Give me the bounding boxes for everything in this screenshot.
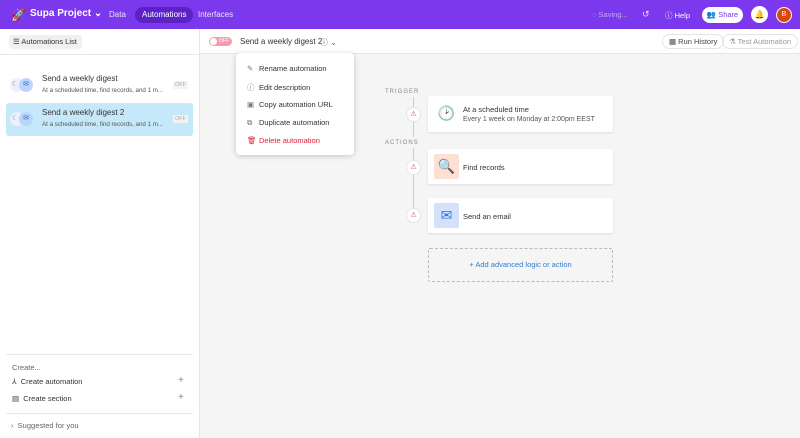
status-badge: OFF [173, 81, 188, 89]
sidebar: ☰ Automations List ☾ ✉ Send a weekly dige… [0, 29, 200, 438]
item-title: Send a weekly digest [42, 74, 118, 83]
suggested-section[interactable]: › Suggested for you [11, 421, 79, 430]
warning-icon: ⚠ [406, 160, 421, 175]
add-logic-button[interactable]: + Add advanced logic or action [428, 248, 613, 282]
trigger-subtitle: Every 1 week on Monday at 2:00pm EEST [463, 116, 595, 123]
share-button[interactable]: 👥 Share [702, 7, 743, 23]
status-badge: OFF [173, 115, 188, 123]
item-title: Send a weekly digest 2 [42, 108, 125, 117]
project-menu[interactable]: Supa Project ⌄ [30, 8, 103, 19]
bell-icon[interactable]: 🔔 [751, 6, 768, 23]
automation-dropdown-menu: ✎ Rename automation ⓘ Edit description ▣ Co… [236, 53, 354, 155]
nav-automations[interactable]: Automations [135, 7, 194, 23]
trigger-card[interactable]: 🕑 At a scheduled time Every 1 week on Mo… [428, 96, 613, 132]
divider [0, 54, 199, 55]
email-icon: ✉ [434, 203, 459, 228]
action-card[interactable]: 🔍 Find records [428, 149, 613, 184]
menu-item-duplicate[interactable]: ⧉ Duplicate automation [247, 118, 330, 127]
automation-toolbar: OFF Send a weekly digest 2 ⓘ ⌄ ▦ Run His… [200, 29, 800, 54]
clock-icon: 🕑 [437, 105, 456, 121]
trigger-label: TRIGGER [385, 89, 420, 95]
automations-list-button[interactable]: ☰ Automations List [9, 35, 82, 49]
warning-icon: ⚠ [406, 107, 421, 122]
divider [6, 354, 193, 355]
duplicate-icon: ⧉ [247, 118, 253, 127]
item-subtitle: At a scheduled time, find records, and 1… [42, 87, 164, 94]
action-card[interactable]: ✉ Send an email [428, 198, 613, 233]
plus-icon[interactable]: + [178, 392, 184, 403]
action-title: Send an email [463, 212, 511, 221]
avatar[interactable]: B [776, 7, 792, 23]
nav-data[interactable]: Data [109, 10, 126, 19]
menu-item-edit-description[interactable]: ⓘ Edit description [247, 83, 311, 92]
automation-name[interactable]: Send a weekly digest 2 [240, 37, 323, 46]
saving-status: ◌ Saving... [592, 10, 628, 19]
menu-item-delete[interactable]: 🗑 Delete automation [247, 136, 320, 145]
plus-icon[interactable]: + [178, 375, 184, 386]
email-icon: ✉ [19, 78, 33, 92]
connector [413, 148, 414, 216]
trigger-title: At a scheduled time [463, 105, 529, 114]
email-icon: ✉ [19, 112, 33, 126]
divider [6, 413, 193, 414]
create-section-button[interactable]: ▤ Create section [12, 394, 72, 403]
action-title: Find records [463, 163, 505, 172]
history-icon[interactable]: ↺ [642, 9, 650, 19]
info-chevron-icon[interactable]: ⓘ ⌄ [320, 38, 337, 47]
clipboard-icon: ▣ [247, 100, 255, 109]
test-automation-button[interactable]: ⚗ Test Automation [722, 34, 799, 49]
warning-icon: ⚠ [406, 208, 421, 223]
run-history-button[interactable]: ▦ Run History [662, 34, 725, 49]
trash-icon: 🗑 [247, 136, 257, 145]
search-icon: 🔍 [434, 154, 459, 179]
menu-item-rename[interactable]: ✎ Rename automation [247, 64, 327, 73]
help-button[interactable]: ⓘ Help [665, 11, 691, 20]
actions-label: ACTIONS [385, 140, 419, 146]
automation-list-item[interactable]: ☾ ✉ Send a weekly digest 2 At a scheduled… [6, 103, 193, 136]
automation-toggle[interactable]: OFF [209, 37, 232, 46]
create-automation-button[interactable]: ⅄ Create automation [12, 377, 83, 386]
nav-interfaces[interactable]: Interfaces [198, 10, 234, 19]
item-subtitle: At a scheduled time, find records, and 1… [42, 121, 164, 128]
menu-item-copy-url[interactable]: ▣ Copy automation URL [247, 100, 333, 109]
automation-list-item[interactable]: ☾ ✉ Send a weekly digest At a scheduled t… [6, 69, 193, 102]
info-icon: ⓘ [247, 83, 255, 92]
pencil-icon: ✎ [247, 64, 254, 73]
rocket-logo-icon: 🚀 [11, 8, 26, 22]
top-bar: 🚀 Supa Project ⌄ Data Automations Interf… [0, 0, 800, 29]
create-label: Create... [12, 363, 41, 372]
